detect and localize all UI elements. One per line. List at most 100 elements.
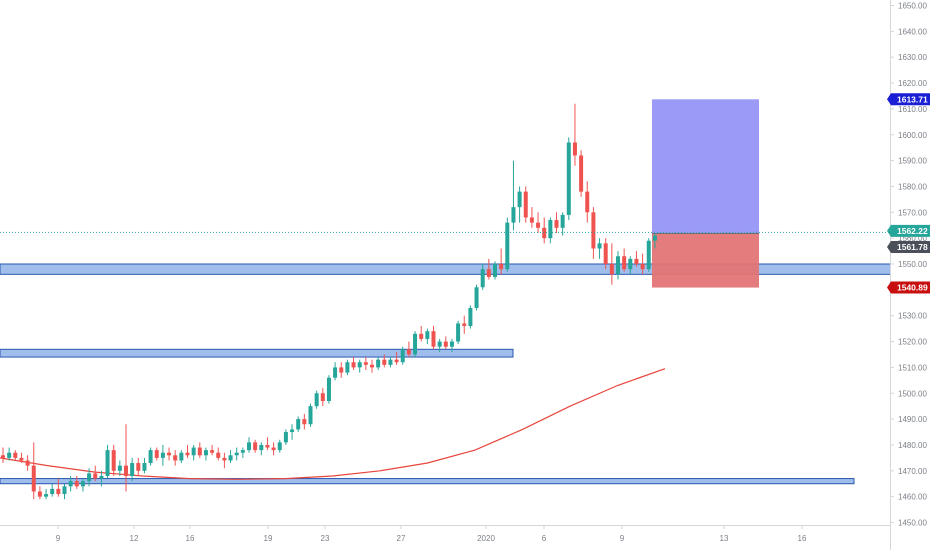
price-tag: 1561.78 — [887, 241, 930, 254]
candle — [652, 232, 657, 249]
candle — [277, 439, 282, 453]
candle — [357, 359, 362, 373]
candle — [93, 465, 98, 482]
candle — [210, 444, 215, 456]
candle — [130, 457, 135, 482]
candle — [603, 238, 608, 270]
candle — [62, 483, 67, 500]
candle — [609, 243, 614, 285]
long-position-tool[interactable] — [652, 99, 759, 288]
support-zones — [0, 263, 932, 485]
candle — [517, 186, 522, 223]
candle — [480, 264, 485, 290]
candle — [314, 390, 319, 409]
candle — [37, 486, 42, 500]
candle — [154, 447, 159, 461]
price-axis[interactable]: 1450.00 1460.00 1470.00 1480.00 1490.00 1500.… — [890, 0, 932, 550]
candle-body — [314, 393, 319, 407]
candle — [80, 478, 85, 492]
candle-body — [253, 442, 258, 451]
candle-body — [406, 349, 411, 355]
price-tick-label: 1490.00 — [898, 415, 927, 424]
candle-body — [222, 457, 227, 461]
candle — [283, 429, 288, 445]
price-tick-label: 1500.00 — [898, 389, 927, 398]
candle — [191, 444, 196, 461]
candle — [68, 475, 73, 492]
candle-body — [388, 359, 393, 365]
price-tick-label: 1550.00 — [898, 260, 927, 269]
candle — [406, 341, 411, 358]
candle — [499, 248, 504, 275]
time-tick-label: 13 — [720, 534, 729, 543]
moving-average-path — [0, 368, 666, 480]
candle-body — [44, 494, 49, 497]
candle-body — [579, 155, 584, 192]
candle-body — [529, 217, 534, 223]
candle — [474, 284, 479, 311]
candle — [591, 207, 596, 259]
candle — [185, 444, 190, 458]
candle — [382, 354, 387, 368]
candle — [117, 460, 122, 476]
candle-body — [554, 220, 559, 228]
candle-body — [320, 393, 325, 402]
price-axis-background — [890, 0, 932, 550]
candle-body — [640, 264, 645, 270]
candle-body — [345, 362, 350, 373]
candle — [228, 450, 233, 464]
candle-body — [585, 191, 590, 213]
time-tick-label: 9 — [56, 534, 61, 543]
candle — [136, 457, 141, 476]
candle — [511, 160, 516, 231]
price-tick-label: 1630.00 — [898, 53, 927, 62]
candle-body — [616, 256, 620, 275]
price-tag: 1613.71 — [887, 93, 930, 106]
candle-body — [124, 465, 128, 476]
time-tick-label: 16 — [186, 534, 195, 543]
candle — [493, 261, 497, 280]
candle-body — [622, 256, 627, 270]
candle-body — [468, 307, 473, 327]
candle — [87, 468, 92, 487]
candle-body — [456, 323, 461, 342]
candle-body — [197, 447, 202, 456]
price-tick-label: 1640.00 — [898, 27, 927, 36]
candle-body — [566, 142, 571, 215]
candle-body — [560, 214, 565, 228]
candle-body — [247, 442, 251, 451]
price-tag-text: 1562.22 — [897, 226, 928, 236]
candle — [31, 442, 36, 500]
candle-body — [203, 450, 208, 456]
candle-body — [87, 473, 92, 482]
candle-body — [228, 455, 233, 461]
candle-body — [308, 406, 313, 425]
stop-loss-box — [652, 233, 759, 288]
candle — [173, 450, 178, 466]
candle-body — [462, 323, 467, 327]
candle — [572, 103, 577, 166]
candle-body — [173, 455, 178, 461]
candle — [19, 452, 24, 464]
candle-body — [234, 452, 239, 456]
price-tick-label: 1620.00 — [898, 79, 927, 88]
candle-body — [339, 367, 344, 373]
profit-target-box — [652, 99, 759, 234]
support-zone — [0, 348, 514, 358]
candle-body — [68, 481, 73, 487]
time-tick-label: 12 — [130, 534, 139, 543]
candle-body — [179, 452, 184, 461]
candle-body — [449, 341, 454, 347]
time-axis[interactable]: 9 12 16 19 23 27 2020 6 9 13 16 — [0, 525, 890, 543]
candle — [640, 253, 645, 275]
candle — [111, 444, 116, 476]
candle-body — [376, 359, 381, 368]
candle-body — [572, 142, 577, 156]
candle — [320, 388, 325, 407]
candle — [7, 447, 12, 461]
price-tag-text: 1540.89 — [897, 283, 928, 293]
candle-body — [185, 452, 190, 456]
candle-body — [240, 450, 245, 453]
candle-body — [425, 331, 430, 339]
